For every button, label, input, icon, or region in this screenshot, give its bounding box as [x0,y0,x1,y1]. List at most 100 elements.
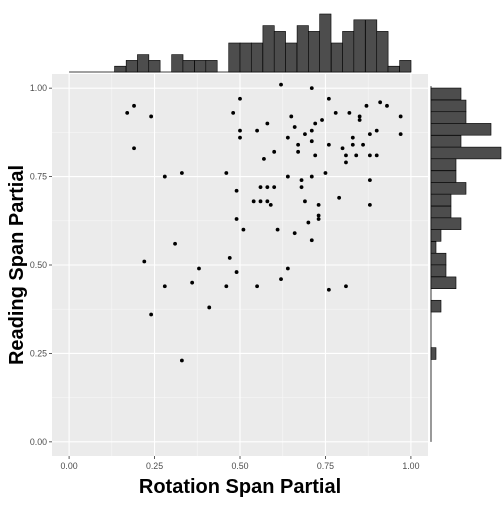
x-histogram-bar [319,13,332,73]
y-histogram-bar [430,229,442,242]
scatter-point [285,135,290,140]
y-tick-label: 1.00 [30,83,47,93]
x-histogram-bar [182,60,195,73]
x-axis-title: Rotation Span Partial [139,476,341,498]
y-histogram-bar [430,264,447,277]
scatter-point [279,277,283,282]
scatter-points [125,82,403,363]
scatter-point [234,188,239,193]
scatter-point [350,135,355,140]
x-histogram-bar [376,31,389,73]
scatter-point [207,305,212,310]
x-histogram-bar [330,42,343,73]
scatter-point [190,280,195,285]
scatter-point [367,153,372,158]
scatter-point [179,171,184,175]
scatter-point [227,256,232,260]
scatter-point [347,111,352,115]
scatter-point [265,185,270,190]
scatter-point [309,139,314,144]
x-histogram-bar [285,42,298,73]
scatter-point [251,199,256,204]
scatter-point [125,111,130,115]
scatter-point [238,96,242,101]
scatter-point [173,241,177,246]
y-histogram-bar [430,111,467,124]
scatter-point [337,195,342,200]
scatter-point [357,118,362,122]
x-tick-label: 1.00 [402,461,419,471]
scatter-point [299,178,304,183]
scatter-point [299,185,304,190]
x-histogram-bar [194,60,207,73]
scatter-point [224,284,229,289]
scatter-point [241,227,246,232]
scatter-point [265,199,270,204]
scatter-point [326,96,331,101]
scatter-point [272,185,277,190]
x-tick-label: 0.75 [317,461,334,471]
scatter-point [268,202,273,207]
x-marginal-histogram [69,13,412,73]
x-histogram-bar [353,19,366,73]
y-tick-label: 0.00 [30,437,47,447]
x-histogram-bar [250,42,263,73]
x-histogram-bar [399,60,412,73]
scatter-point [378,100,383,105]
scatter-point [354,153,359,158]
y-histogram-bar [430,252,447,266]
scatter-point [234,270,239,274]
scatter-point [265,121,270,126]
scatter-point [309,128,314,133]
y-histogram-bar [430,276,457,289]
scatter-point [340,146,345,151]
y-histogram-bar [430,146,502,160]
scatter-point [132,103,136,108]
x-histogram-bar [125,60,138,73]
scatter-point [309,86,314,91]
scatter-point [309,238,314,243]
scatter-point [316,202,321,207]
y-histogram-bar [430,193,452,207]
scatter-point [238,135,242,140]
x-histogram-bar [273,31,286,73]
scatter-point [306,220,311,225]
scatter-point [272,149,277,154]
x-histogram-bar [114,65,127,73]
y-histogram-bar [430,123,492,136]
x-histogram-bar [262,25,275,73]
y-histogram-bar [430,99,467,113]
scatter-point [296,142,301,147]
scatter-point [367,178,372,183]
x-histogram-bar [137,54,150,73]
scatter-point [313,121,318,126]
scatter-point [326,287,331,292]
y-histogram-bar [430,182,467,195]
x-histogram-bar [308,31,321,73]
scatter-point [234,217,239,221]
scatter-point [258,199,263,204]
y-tick-label: 0.50 [30,260,47,270]
x-histogram-bar [342,31,355,73]
y-histogram-bar [430,347,437,360]
scatter-point [149,312,154,317]
x-histogram-bar [171,54,184,73]
scatter-point [344,160,348,165]
x-tick-label: 0.50 [231,461,248,471]
scatter-point [357,114,362,119]
scatter-point [320,118,324,122]
scatter-point [344,284,348,289]
scatter-point [292,231,297,236]
y-marginal-histogram [430,86,502,442]
axis-ticks: 0.00 0.25 0.50 0.75 1.00 0.00 0.25 0.50 0.75 1.00 [30,83,420,471]
y-histogram-bar [430,170,457,183]
scatter-point [326,142,331,147]
scatter-point [292,125,297,129]
x-tick-label: 0.25 [146,461,163,471]
y-histogram-bar [430,217,462,230]
scatter-point [313,153,318,158]
x-histogram-bar [239,42,252,73]
scatter-point [279,82,283,87]
scatter-point [255,284,259,289]
